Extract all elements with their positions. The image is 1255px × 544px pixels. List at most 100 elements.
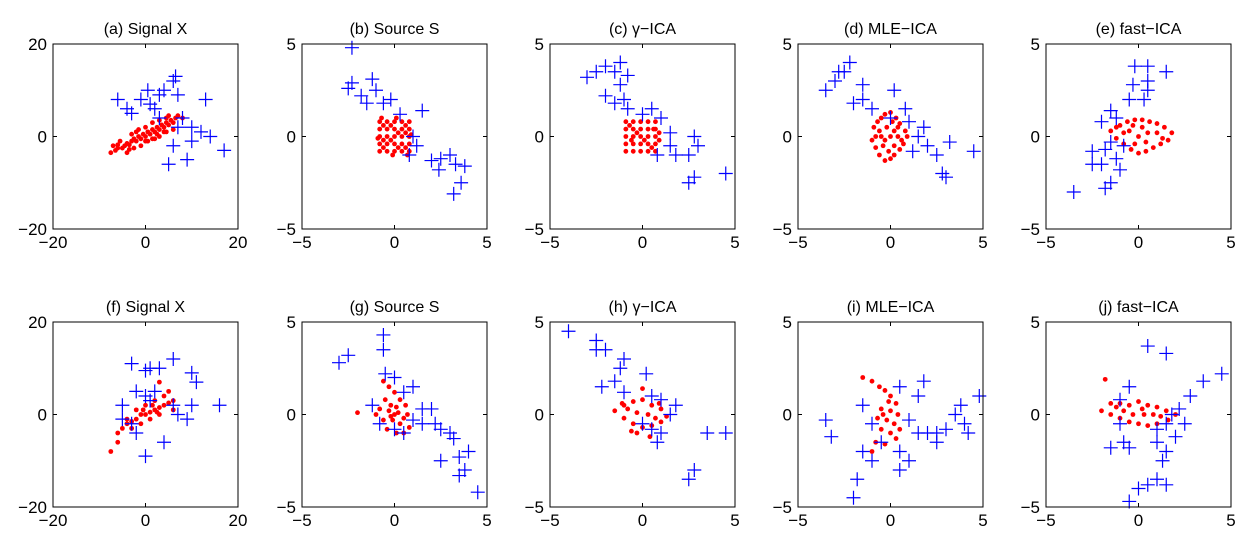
data-point-dot: [392, 119, 397, 125]
data-point-dot: [393, 115, 399, 121]
data-point-dot: [126, 142, 132, 148]
data-point-dot: [888, 156, 893, 162]
data-point-plus: [953, 398, 968, 413]
data-point-plus: [617, 92, 631, 107]
y-tick-label: −5: [525, 220, 544, 239]
data-point-plus: [1125, 77, 1140, 92]
data-point-plus: [376, 327, 391, 342]
data-point-plus: [681, 472, 696, 487]
dot-series: [375, 115, 414, 158]
data-point-plus: [152, 111, 167, 125]
data-point-plus: [691, 138, 705, 153]
data-point-plus: [589, 342, 604, 357]
data-point-dot: [133, 407, 139, 413]
data-point-dot: [154, 131, 160, 137]
data-point-plus: [470, 485, 485, 500]
data-point-plus: [1172, 401, 1187, 416]
data-point-dot: [888, 430, 893, 436]
data-point-dot: [388, 413, 394, 419]
y-tick-label: 5: [535, 35, 544, 54]
data-point-plus: [613, 77, 628, 92]
x-tick-label: 20: [229, 233, 248, 252]
data-point-dot: [390, 417, 396, 423]
x-tick-label: 0: [1134, 511, 1143, 530]
subplot-9: (i) MLE−ICA −5 0 5 −5 0 5: [773, 299, 988, 530]
data-point-dot: [878, 134, 884, 139]
y-tick-label: 0: [783, 406, 792, 425]
data-point-dot: [110, 143, 116, 149]
x-tick-label: 0: [390, 233, 399, 252]
data-point-dot: [647, 434, 653, 440]
data-point-dot: [1158, 141, 1164, 147]
data-point-plus: [598, 59, 613, 74]
data-point-dot: [156, 405, 162, 410]
data-point-plus: [461, 444, 476, 459]
data-point-dot: [891, 128, 897, 134]
data-point-plus: [607, 64, 622, 79]
data-point-dot: [651, 126, 656, 132]
y-tick-label: 0: [1031, 128, 1040, 147]
x-tick-label: 0: [638, 511, 647, 530]
data-point-plus: [120, 101, 134, 116]
data-point-dot: [381, 145, 386, 151]
y-tick-label: −5: [1021, 220, 1040, 239]
data-point-plus: [406, 413, 420, 428]
data-point-dot: [895, 134, 901, 139]
data-point-plus: [966, 144, 981, 159]
data-point-plus: [124, 416, 139, 431]
data-point-plus: [663, 138, 678, 153]
x-tick-label: −5: [292, 233, 311, 252]
data-point-dot: [1150, 412, 1156, 417]
subplot-6: (f) Signal X −20 0 20 −20 0 20: [18, 299, 247, 530]
data-point-plus: [428, 416, 443, 431]
data-point-plus: [184, 120, 199, 135]
data-point-plus: [1183, 389, 1198, 403]
data-point-dot: [902, 128, 908, 134]
data-point-dot: [140, 407, 146, 413]
data-point-plus: [1140, 59, 1155, 74]
y-tick-label: 0: [535, 406, 544, 425]
data-point-dot: [384, 148, 390, 154]
data-point-plus: [580, 70, 594, 85]
data-point-dot: [1130, 123, 1136, 128]
data-point-plus: [644, 389, 659, 403]
data-point-dot: [623, 141, 629, 147]
data-point-plus: [613, 55, 628, 70]
data-point-dot: [888, 134, 893, 139]
data-point-dot: [399, 134, 405, 139]
data-point-plus: [393, 107, 408, 122]
data-point-dot: [1143, 139, 1149, 145]
data-point-plus: [1122, 440, 1137, 455]
data-point-dot: [406, 141, 412, 147]
data-point-dot: [649, 402, 655, 408]
data-point-dot: [882, 388, 888, 393]
data-point-dot: [108, 150, 114, 156]
data-point-dot: [634, 430, 640, 436]
data-point-plus: [341, 81, 356, 96]
data-point-dot: [889, 119, 895, 125]
x-tick-label: 20: [229, 511, 248, 530]
data-point-dot: [150, 120, 155, 126]
data-point-dot: [645, 126, 651, 132]
data-point-plus: [617, 352, 631, 366]
data-point-plus: [620, 68, 635, 83]
data-point-dot: [390, 152, 396, 158]
data-point-plus: [607, 96, 622, 111]
data-point-dot: [1154, 121, 1160, 126]
data-point-plus: [718, 426, 733, 440]
data-point-dot: [1130, 412, 1136, 417]
data-point-plus: [1155, 453, 1170, 468]
data-point-plus: [1214, 366, 1229, 381]
data-point-plus: [203, 129, 218, 144]
data-point-plus: [644, 422, 659, 437]
data-point-plus: [1113, 392, 1127, 407]
data-point-plus: [718, 166, 733, 181]
data-point-dot: [871, 124, 877, 130]
axes-box: [549, 321, 736, 508]
data-point-plus: [140, 83, 155, 98]
data-point-plus: [920, 138, 935, 153]
x-tick-label: 0: [390, 511, 399, 530]
data-point-dot: [891, 143, 897, 149]
data-point-dot: [384, 426, 390, 432]
data-point-plus: [842, 55, 857, 70]
